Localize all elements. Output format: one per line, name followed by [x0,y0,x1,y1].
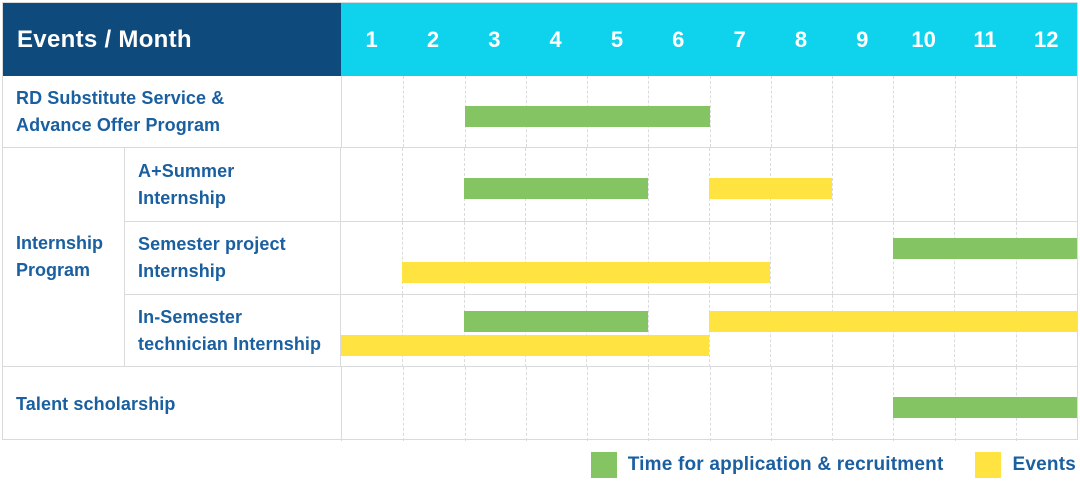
month-gridline [831,148,833,221]
chart-cell-talent-scholarship [341,367,1077,441]
month-gridline [402,148,404,221]
row-label-rd-substitute: RD Substitute Service & Advance Offer Pr… [16,87,225,135]
month-header-12: 12 [1034,26,1059,52]
month-header-10: 10 [911,26,936,52]
month-gridline [648,367,650,441]
month-gridline [525,222,526,294]
month-gridline [770,76,772,147]
recruitment-swatch-icon [590,452,617,478]
month-gridline [770,367,772,441]
gantt-bar-application_recruitment [463,311,648,332]
chart-cell-a-plus-summer [340,148,1077,221]
month-gridline [893,148,894,221]
month-gridline [770,222,772,294]
gantt-bar-application_recruitment [893,238,1077,259]
month-gridline [464,367,466,441]
month-gridline [647,295,649,367]
month-gridline [893,76,895,147]
events-swatch-icon [975,452,1002,478]
chart-cell-in-semester-technician [340,295,1077,367]
events-month-table: Events / Month 1 2 3 4 5 6 7 8 9 10 11 1… [2,2,1078,441]
legend-item-events: Events [975,452,1076,478]
legend-label-recruitment: Time for application & recruitment [627,454,944,475]
month-header-11: 11 [973,26,997,52]
row-label-in-semester-technician: In-Semester technician Internship [138,307,322,354]
month-gridline [403,367,405,441]
month-gridline [587,367,588,441]
chart-cell-rd-substitute [341,76,1077,147]
row-label-talent-scholarship: Talent scholarship [16,393,176,414]
month-header-4: 4 [549,26,562,52]
row-label-semester-project: Semester project Internship [138,234,286,281]
month-gridline [709,222,710,294]
gantt-bar-event [709,311,1077,332]
month-gridline [1015,76,1017,147]
table-row: RD Substitute Service & Advance Offer Pr… [3,76,1077,147]
gantt-bar-event [709,178,832,199]
month-gridline [403,76,405,147]
month-header-9: 9 [856,26,869,52]
table-row-group: Internship Program A+Summer Internship S… [3,147,1077,367]
month-header-8: 8 [794,26,808,52]
month-gridline [402,295,404,367]
chart-cell-semester-project [340,222,1077,294]
month-gridline [647,222,649,294]
month-header-2: 2 [426,26,440,52]
gantt-bar-event [341,335,709,356]
legend-label-events: Events [1012,454,1076,475]
month-gridline [709,367,711,441]
month-gridline [525,367,527,441]
gantt-bar-event [402,262,771,283]
month-gridline [402,222,404,294]
table-row: Talent scholarship [3,366,1077,441]
gantt-bar-application_recruitment [463,178,648,199]
month-gridline [647,148,649,221]
month-gridline [832,76,833,147]
month-header-strip: 1 2 3 4 5 6 7 8 9 10 11 12 [341,3,1077,76]
table-row: A+Summer Internship [125,148,1077,221]
table-row: Semester project Internship [125,221,1077,294]
month-gridline [1015,148,1017,221]
internship-program-subrows: A+Summer Internship Semester project Int… [125,148,1077,367]
month-header-1: 1 [365,26,378,52]
table-row: In-Semester technician Internship [125,294,1077,367]
legend-item-recruitment: Time for application & recruitment [590,452,944,478]
group-label-internship-program: Internship Program [3,148,125,366]
month-header-3: 3 [488,26,501,52]
month-gridline [586,222,588,294]
month-gridline [831,222,833,294]
gantt-bar-application_recruitment [893,397,1077,418]
month-gridline [954,76,956,147]
month-gridline [463,222,465,294]
row-label-a-plus-summer: A+Summer Internship [138,160,235,208]
gantt-bar-application_recruitment [464,106,710,127]
month-gridline [832,367,833,441]
table-header-row: Events / Month 1 2 3 4 5 6 7 8 9 10 11 1… [3,3,1077,76]
month-header-7: 7 [733,26,746,52]
month-header-5: 5 [610,26,624,52]
month-gridline [709,76,711,147]
month-header-6: 6 [672,26,685,52]
legend: Time for application & recruitment Event… [0,440,1076,490]
month-gridline [954,148,956,221]
events-month-header-cell: Events / Month [3,3,341,76]
